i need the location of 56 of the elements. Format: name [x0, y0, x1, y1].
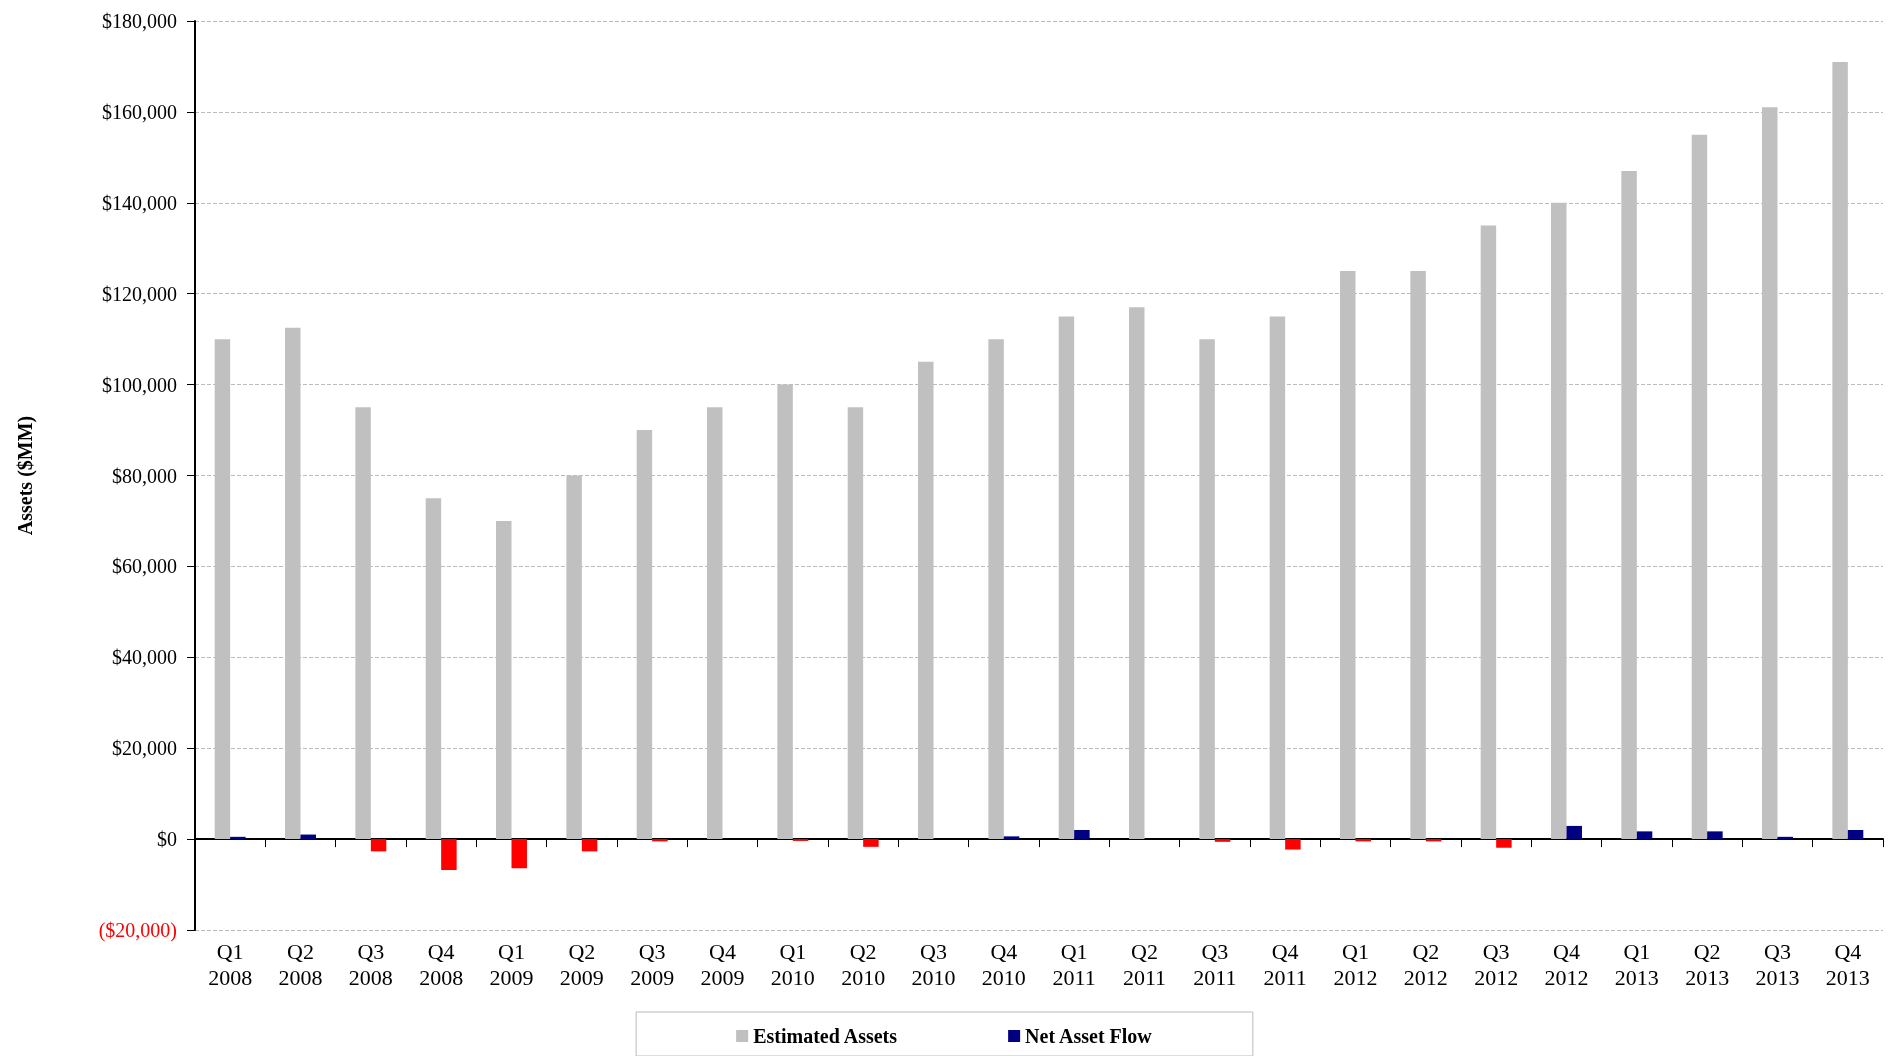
x-tick-label: Q3 2009: [630, 938, 675, 990]
x-tick-label: Q1 2010: [770, 938, 815, 990]
x-tick-label: Q3 2010: [911, 938, 956, 990]
x-tick-label: Q2 2010: [841, 938, 886, 990]
bar: [1074, 830, 1090, 840]
bar: [230, 836, 246, 840]
y-tick-label: $100,000: [102, 373, 177, 396]
bar: [652, 839, 668, 842]
y-tick-label: $60,000: [112, 555, 177, 578]
x-tick-label: Q2 2011: [1122, 938, 1167, 990]
x-tick-label: Q4 2008: [419, 938, 464, 990]
bar: [863, 839, 879, 847]
y-tick-label: $140,000: [102, 191, 177, 214]
x-tick-label: Q4 2013: [1825, 938, 1870, 990]
y-tick-label: $0: [157, 828, 177, 851]
x-tick-label: Q4 2011: [1263, 938, 1307, 990]
x-tick-label: Q3 2012: [1474, 938, 1519, 990]
y-tick-label: $40,000: [112, 646, 177, 669]
bar: [581, 839, 598, 852]
bar: [1707, 831, 1723, 840]
bar: [1496, 839, 1512, 848]
y-tick-label: $180,000: [102, 10, 177, 32]
y-tick-label: ($20,000): [98, 919, 177, 942]
x-tick-label: Q2 2013: [1685, 938, 1730, 990]
bar: [511, 839, 527, 869]
x-tick-label: Q2 2009: [559, 938, 604, 990]
bar: [1551, 202, 1567, 840]
y-tick-label: $120,000: [102, 282, 177, 305]
x-tick-label: Q2 2012: [1403, 938, 1448, 990]
bar: [1003, 836, 1020, 840]
x-tick-label: Q4 2009: [700, 938, 745, 990]
y-tick-label: $20,000: [112, 737, 177, 760]
x-tick-label: Q3 2013: [1755, 938, 1800, 990]
x-tick-label: Q3 2011: [1193, 938, 1237, 990]
x-tick-label: Q1 2013: [1614, 938, 1659, 990]
bar: [1847, 830, 1864, 840]
x-tick-label: Q4 2010: [981, 938, 1026, 990]
bar: [1285, 839, 1301, 850]
x-tick-label: Q3 2008: [348, 938, 393, 990]
y-axis-title: Assets ($MM): [14, 415, 37, 536]
x-tick-label: Q1 2012: [1333, 938, 1378, 990]
x-tick-label: Q1 2008: [208, 938, 253, 990]
y-tick-label: $80,000: [112, 464, 177, 487]
legend-label: Net Asset Flow: [1025, 1025, 1153, 1047]
x-tick-label: Q4 2012: [1544, 938, 1589, 990]
bar: [441, 839, 457, 871]
x-tick-label: Q2 2008: [278, 938, 323, 990]
bar: [1636, 831, 1653, 840]
bar: [1214, 839, 1231, 842]
x-tick-label: Q1 2009: [489, 938, 534, 990]
bar: [1566, 825, 1582, 840]
x-tick-label: Q1 2011: [1052, 938, 1096, 990]
bar: [370, 839, 387, 852]
y-tick-label: $160,000: [102, 100, 177, 123]
bar: [285, 327, 301, 840]
legend-label: Estimated Assets: [753, 1025, 898, 1047]
